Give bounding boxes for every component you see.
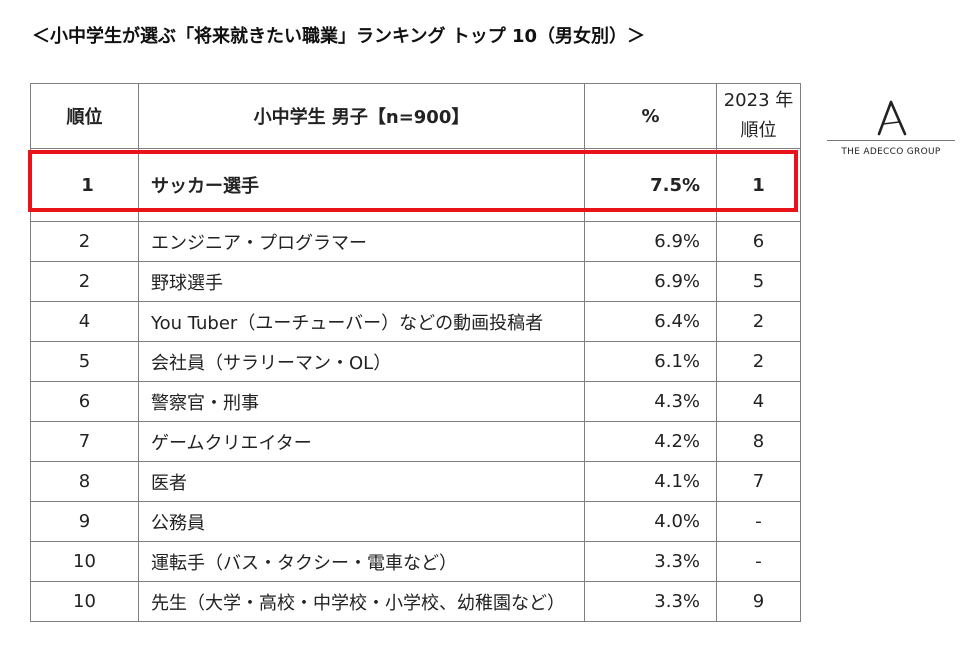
percent-cell: 6.1% — [584, 341, 717, 382]
job-cell: 警察官・刑事 — [138, 381, 585, 422]
percent-cell: 4.3% — [584, 381, 717, 422]
prev-rank-cell: 8 — [716, 421, 801, 462]
page-title: ＜小中学生が選ぶ「将来就きたい職業」ランキング トップ 10（男女別）＞ — [32, 26, 646, 47]
job-cell: サッカー選手 — [138, 148, 585, 222]
job-cell: 運転手（バス・タクシー・電車など） — [138, 541, 585, 582]
table-row: 9 公務員 4.0% - — [30, 501, 801, 542]
percent-cell: 3.3% — [584, 541, 717, 582]
percent-cell: 6.9% — [584, 221, 717, 262]
percent-cell: 4.0% — [584, 501, 717, 542]
table-row: 1 サッカー選手 7.5% 1 — [30, 148, 801, 222]
job-cell: エンジニア・プログラマー — [138, 221, 585, 262]
prev-rank-cell: 2 — [716, 341, 801, 382]
header-job: 小中学生 男子【n=900】 — [138, 83, 585, 149]
rank-cell: 1 — [30, 148, 139, 222]
job-cell: ゲームクリエイター — [138, 421, 585, 462]
rank-cell: 4 — [30, 301, 139, 342]
rank-cell: 6 — [30, 381, 139, 422]
table-row: 2 エンジニア・プログラマー 6.9% 6 — [30, 221, 801, 262]
table-row: 7 ゲームクリエイター 4.2% 8 — [30, 421, 801, 462]
ranking-table: 順位 小中学生 男子【n=900】 % 2023 年 順位 1 サッカー選手 7… — [30, 83, 801, 622]
adecco-logo: THE ADECCO GROUP — [826, 100, 956, 157]
prev-rank-cell: 5 — [716, 261, 801, 302]
rank-cell: 5 — [30, 341, 139, 382]
header-prev-rank: 2023 年 順位 — [716, 83, 801, 149]
prev-rank-cell: 2 — [716, 301, 801, 342]
percent-cell: 4.2% — [584, 421, 717, 462]
logo-divider — [827, 140, 955, 141]
table-row: 5 会社員（サラリーマン・OL） 6.1% 2 — [30, 341, 801, 382]
job-cell: 公務員 — [138, 501, 585, 542]
table-row: 10 先生（大学・高校・中学校・小学校、幼稚園など） 3.3% 9 — [30, 581, 801, 622]
job-cell: You Tuber（ユーチューバー）などの動画投稿者 — [138, 301, 585, 342]
rank-cell: 7 — [30, 421, 139, 462]
header-rank: 順位 — [30, 83, 139, 149]
prev-rank-cell: 1 — [716, 148, 801, 222]
table-header-row: 順位 小中学生 男子【n=900】 % 2023 年 順位 — [30, 83, 801, 149]
header-percent: % — [584, 83, 717, 149]
rank-cell: 8 — [30, 461, 139, 502]
rank-cell: 2 — [30, 221, 139, 262]
rank-cell: 9 — [30, 501, 139, 542]
prev-rank-cell: 6 — [716, 221, 801, 262]
job-cell: 会社員（サラリーマン・OL） — [138, 341, 585, 382]
percent-cell: 4.1% — [584, 461, 717, 502]
percent-cell: 3.3% — [584, 581, 717, 622]
job-cell: 先生（大学・高校・中学校・小学校、幼稚園など） — [138, 581, 585, 622]
job-cell: 野球選手 — [138, 261, 585, 302]
rank-cell: 10 — [30, 581, 139, 622]
prev-rank-cell: - — [716, 501, 801, 542]
job-cell: 医者 — [138, 461, 585, 502]
prev-rank-cell: 7 — [716, 461, 801, 502]
adecco-a-icon — [877, 100, 907, 136]
percent-cell: 7.5% — [584, 148, 717, 222]
table-row: 10 運転手（バス・タクシー・電車など） 3.3% - — [30, 541, 801, 582]
table-row: 6 警察官・刑事 4.3% 4 — [30, 381, 801, 422]
header-prev-year: 2023 年 — [723, 90, 794, 111]
table-row: 2 野球選手 6.9% 5 — [30, 261, 801, 302]
prev-rank-cell: 9 — [716, 581, 801, 622]
prev-rank-cell: - — [716, 541, 801, 582]
percent-cell: 6.9% — [584, 261, 717, 302]
prev-rank-cell: 4 — [716, 381, 801, 422]
rank-cell: 2 — [30, 261, 139, 302]
table-row: 8 医者 4.1% 7 — [30, 461, 801, 502]
percent-cell: 6.4% — [584, 301, 717, 342]
logo-text: THE ADECCO GROUP — [841, 147, 941, 157]
header-prev-label: 順位 — [740, 120, 777, 141]
table-row: 4 You Tuber（ユーチューバー）などの動画投稿者 6.4% 2 — [30, 301, 801, 342]
rank-cell: 10 — [30, 541, 139, 582]
